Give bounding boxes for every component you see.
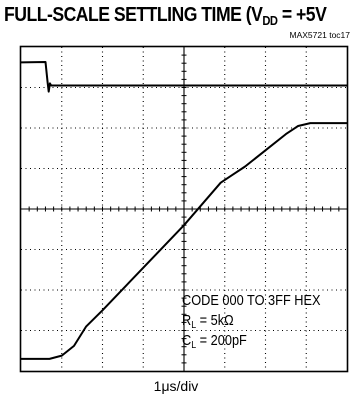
trace-digital-trigger [20,61,347,93]
title-subscript: DD [262,13,278,28]
cl-subscript: L [191,340,197,351]
annotation-code: CODE 000 TO 3FF HEX [182,293,321,309]
trace-output-settling [21,122,347,360]
rl-value: = 5kΩ [196,313,234,329]
rl-symbol: R [182,313,192,329]
traces [20,61,347,360]
annotation-load-resistance: RL = 5kΩ [182,313,234,331]
cl-value: = 200pF [196,333,247,349]
rl-subscript: L [191,320,197,331]
figure-reference: MAX5721 toc17 [289,30,350,40]
chart-title: FULL-SCALE SETTLING TIME (VDD = +5V [4,3,327,28]
title-tail: = +5V [277,3,327,26]
annotation-load-capacitance: CL = 200pF [182,333,247,351]
title-main: FULL-SCALE SETTLING TIME (V [4,3,263,26]
x-scale-label: 1μs/div [153,378,199,394]
cl-symbol: C [182,333,192,349]
center-axes [21,47,347,371]
